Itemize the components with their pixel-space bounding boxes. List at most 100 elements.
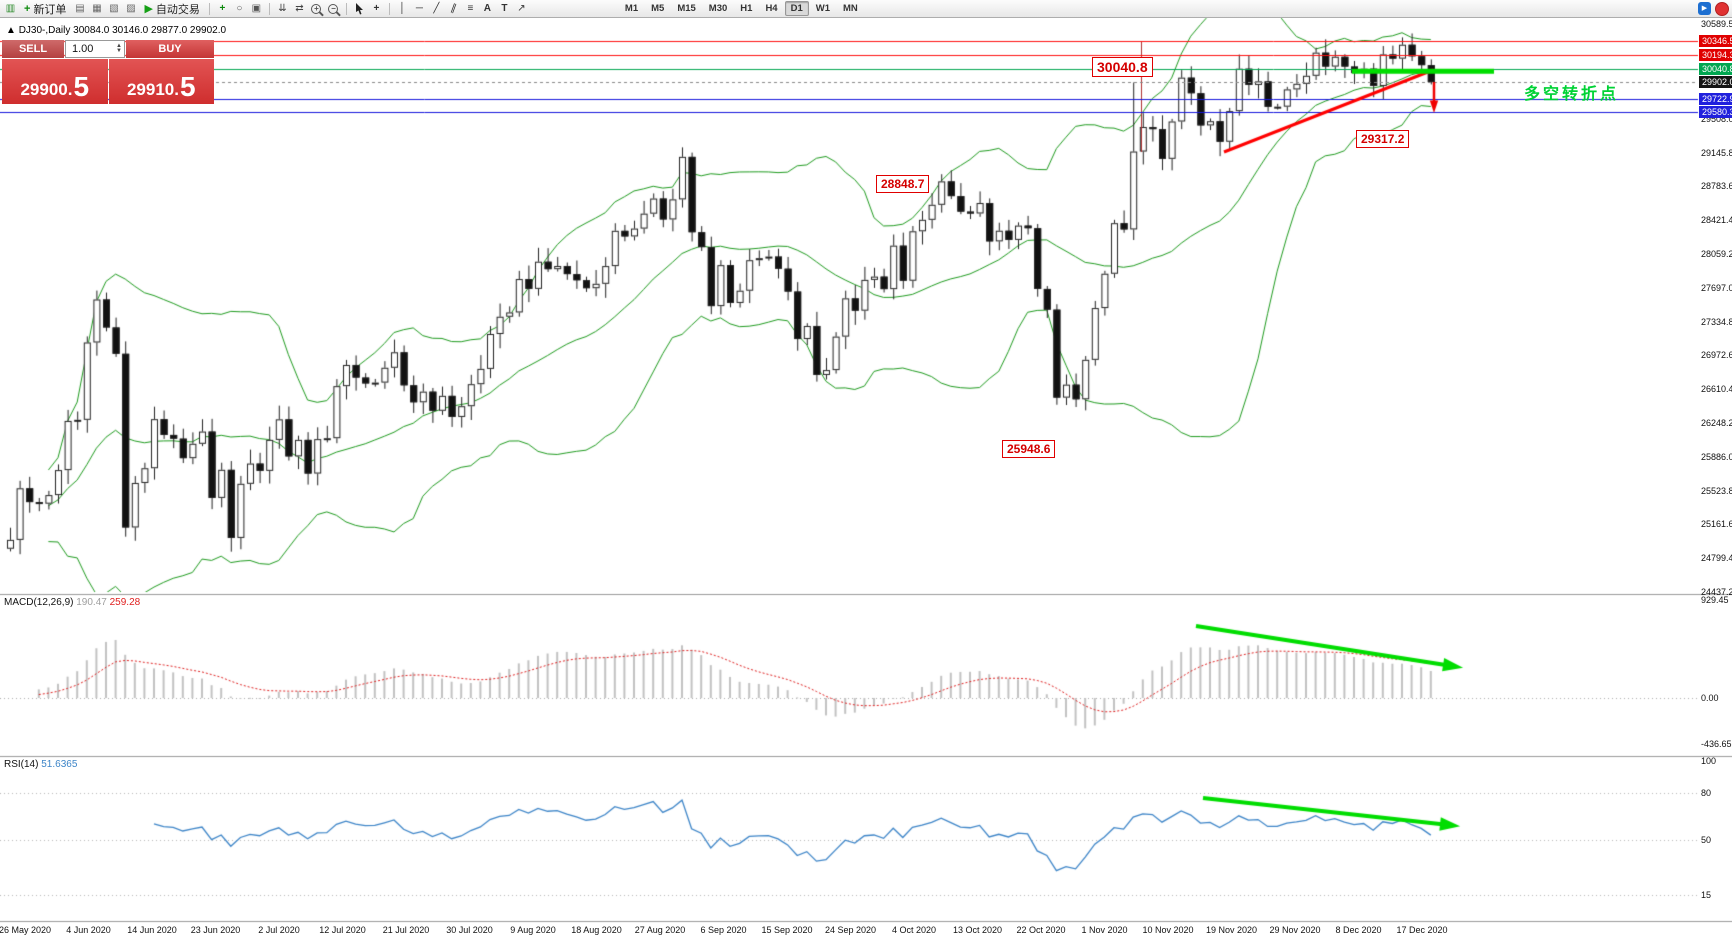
timeframe-button-D1[interactable]: D1 bbox=[784, 1, 809, 16]
date-label: 1 Nov 2020 bbox=[1081, 925, 1128, 935]
macd-signal-value: 259.28 bbox=[109, 597, 141, 608]
navigator-icon[interactable]: ▧ bbox=[109, 2, 119, 14]
date-label: 14 Jun 2020 bbox=[127, 925, 177, 935]
toolbar-separator bbox=[208, 2, 210, 15]
price-axis-label: 26972.6 bbox=[1701, 350, 1732, 361]
cursor-icon[interactable] bbox=[352, 1, 367, 16]
toolbar-separator bbox=[268, 2, 270, 15]
play-icon: ▶ bbox=[144, 3, 153, 15]
date-label: 2 Jul 2020 bbox=[258, 925, 300, 935]
fibonacci-icon[interactable]: ≡ bbox=[467, 2, 474, 14]
date-label: 18 Aug 2020 bbox=[571, 925, 622, 935]
date-label: 6 Sep 2020 bbox=[700, 925, 747, 935]
sell-price: 29900. bbox=[20, 80, 73, 99]
text-icon[interactable]: A bbox=[483, 2, 492, 14]
timeframe-button-M15[interactable]: M15 bbox=[677, 3, 696, 14]
data-window-icon[interactable]: ▦ bbox=[92, 2, 102, 14]
turning-point-note[interactable]: 多空转折点 bbox=[1524, 86, 1620, 103]
timeframe-button-MN[interactable]: MN bbox=[843, 3, 858, 14]
rsi-label: RSI(14) 51.6365 bbox=[4, 759, 77, 770]
templates-icon[interactable]: ▣ bbox=[251, 2, 262, 14]
symbol-ohlc-header: ▲ DJ30-,Daily 30084.0 30146.0 29877.0 29… bbox=[6, 25, 226, 36]
date-label: 29 Nov 2020 bbox=[1269, 925, 1321, 935]
sell-price-button[interactable]: 29900. 5 bbox=[2, 59, 108, 104]
sell-price-big-digit: 5 bbox=[73, 71, 90, 102]
price-axis-label: 30589.5 bbox=[1701, 19, 1732, 29]
new-order-label: 新订单 bbox=[33, 3, 67, 16]
periods-icon[interactable]: ○ bbox=[236, 2, 243, 14]
buy-button[interactable]: BUY bbox=[126, 40, 214, 58]
date-label: 12 Jul 2020 bbox=[319, 925, 366, 935]
vertical-line-icon[interactable]: │ bbox=[399, 2, 406, 14]
price-axis-label: 26248.2 bbox=[1701, 417, 1732, 428]
spin-up-icon[interactable]: ▲ bbox=[116, 43, 122, 49]
text-label-icon[interactable]: T bbox=[501, 2, 508, 14]
horizontal-line-icon[interactable]: ─ bbox=[415, 2, 423, 14]
price-level-label: 29722.9 bbox=[1699, 92, 1732, 105]
toolbar-separator bbox=[345, 2, 347, 15]
arrows-icon[interactable]: ↗ bbox=[517, 2, 526, 14]
date-label: 23 Jun 2020 bbox=[190, 925, 241, 935]
sell-button[interactable]: SELL bbox=[2, 40, 64, 58]
chart-annotation[interactable]: 30040.8 bbox=[1092, 57, 1153, 77]
volume-input[interactable]: 1.00 ▲ ▼ bbox=[65, 40, 125, 58]
date-label: 17 Dec 2020 bbox=[1396, 925, 1448, 935]
indicators-icon[interactable]: + bbox=[219, 2, 226, 14]
price-axis-label: 25886.0 bbox=[1701, 451, 1732, 462]
price-axis-label: 29145.8 bbox=[1701, 147, 1732, 158]
terminal-icon[interactable]: ▨ bbox=[126, 2, 136, 14]
rsi-axis-label: 15 bbox=[1701, 890, 1712, 901]
timeframe-button-H1[interactable]: H1 bbox=[740, 3, 753, 14]
chart-shift-icon[interactable]: ⇄ bbox=[295, 2, 304, 14]
crosshair-icon[interactable]: + bbox=[373, 2, 380, 14]
spin-down-icon[interactable]: ▼ bbox=[116, 48, 122, 54]
date-label: 9 Aug 2020 bbox=[510, 925, 556, 935]
volume-value: 1.00 bbox=[72, 43, 94, 55]
date-label: 22 Oct 2020 bbox=[1016, 925, 1066, 935]
timeframe-button-W1[interactable]: W1 bbox=[815, 3, 830, 14]
date-label: 24 Sep 2020 bbox=[824, 925, 877, 935]
timeframe-button-H4[interactable]: H4 bbox=[765, 3, 778, 14]
volume-spinner[interactable]: ▲ ▼ bbox=[116, 43, 122, 54]
zoom-in-icon[interactable]: + bbox=[309, 1, 324, 16]
price-axis-label: 25161.6 bbox=[1701, 519, 1732, 530]
date-label: 8 Dec 2020 bbox=[1335, 925, 1382, 935]
rsi-axis-label: 100 bbox=[1701, 756, 1717, 766]
zoom-out-icon[interactable]: − bbox=[326, 1, 341, 16]
chart-annotation[interactable]: 25948.6 bbox=[1002, 440, 1056, 458]
macd-label: MACD(12,26,9) 190.47 259.28 bbox=[4, 597, 140, 608]
date-label: 13 Oct 2020 bbox=[952, 925, 1003, 935]
buy-price: 29910. bbox=[126, 80, 179, 99]
trendline-icon[interactable]: ╱ bbox=[433, 2, 440, 14]
community-icon[interactable]: ▶ bbox=[1697, 1, 1712, 16]
price-axis-label: 28059.2 bbox=[1701, 249, 1732, 260]
timeframe-button-M1[interactable]: M1 bbox=[624, 3, 639, 14]
record-icon[interactable] bbox=[1714, 1, 1729, 16]
auto-scroll-icon[interactable]: ⇊ bbox=[278, 2, 287, 14]
timeframe-button-M5[interactable]: M5 bbox=[651, 3, 665, 14]
date-label: 4 Oct 2020 bbox=[891, 925, 937, 935]
buy-price-big-digit: 5 bbox=[179, 71, 196, 102]
auto-trading-button[interactable]: ▶ 自动交易 bbox=[140, 1, 203, 16]
new-chart-icon[interactable]: ▥ bbox=[5, 2, 16, 14]
one-click-trading-panel: SELL 1.00 ▲ ▼ BUY 29900. 5 29910. 5 bbox=[2, 40, 214, 104]
chart-annotation[interactable]: 29317.2 bbox=[1356, 130, 1410, 148]
buy-price-button[interactable]: 29910. 5 bbox=[108, 59, 214, 104]
market-watch-icon[interactable]: ▤ bbox=[75, 2, 85, 14]
timeframe-toolbar: M1 M5 M15 M30 H1 H4 D1 W1 MN bbox=[619, 1, 864, 16]
toolbar: ▥ + 新订单 ▤ ▦ ▧ ▨ ▶ 自动交易 + ○ ▣ ⇊ ⇄ + − + │… bbox=[0, 0, 1732, 18]
price-level-label: 29902.0 bbox=[1699, 76, 1732, 89]
new-order-button[interactable]: + 新订单 bbox=[20, 1, 70, 16]
chart-annotation[interactable]: 28848.7 bbox=[876, 175, 930, 193]
date-label: 30 Jul 2020 bbox=[446, 925, 493, 935]
price-level-label: 30040.8 bbox=[1699, 63, 1732, 76]
price-level-label: 29580.3 bbox=[1699, 106, 1732, 119]
timeframe-button-M30[interactable]: M30 bbox=[708, 3, 728, 14]
price-axis-label: 27334.8 bbox=[1701, 316, 1732, 327]
price-level-label: 30194.3 bbox=[1699, 48, 1732, 61]
rsi-axis-label: 80 bbox=[1701, 787, 1712, 798]
channel-icon[interactable]: ∥ bbox=[449, 2, 458, 15]
price-axis-label: 25523.8 bbox=[1701, 485, 1732, 496]
